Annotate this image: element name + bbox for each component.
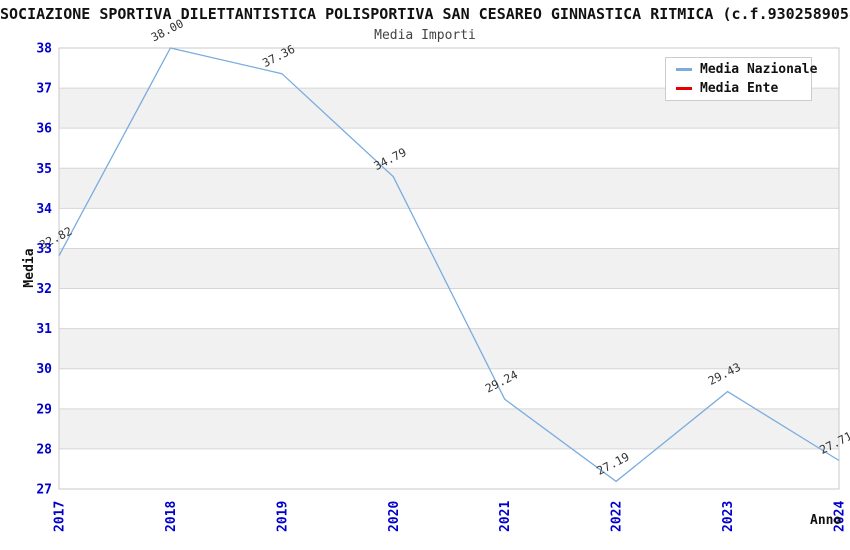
series-line: [58, 47, 840, 483]
y-tick-label: 36: [36, 122, 52, 137]
row-band: [59, 328, 839, 369]
point-label: 37.36: [260, 42, 297, 70]
x-tick-label: 2018: [164, 501, 179, 532]
x-tick-label: 2022: [610, 501, 625, 532]
x-tick-label: 2023: [721, 501, 736, 532]
y-tick-label: 35: [36, 162, 52, 177]
y-tick-label: 30: [36, 362, 52, 377]
x-tick-label: 2021: [498, 501, 513, 532]
x-tick-label: 2024: [833, 501, 848, 532]
y-tick-label: 38: [36, 42, 52, 57]
point-label: 38.00: [149, 16, 186, 44]
y-tick-label: 29: [36, 402, 52, 417]
x-tick-label: 2019: [275, 501, 290, 532]
chart-title: SOCIAZIONE SPORTIVA DILETTANTISTICA POLI…: [0, 5, 850, 23]
y-tick-label: 28: [36, 442, 52, 457]
x-tick-label: 2017: [53, 501, 68, 532]
legend-swatch-nazionale-icon: [676, 68, 692, 71]
row-band: [59, 248, 839, 289]
y-axis-title: Media: [22, 248, 37, 288]
y-tick-label: 32: [36, 282, 52, 297]
row-band: [59, 168, 839, 209]
x-tick-label: 2020: [387, 501, 402, 532]
row-band: [59, 408, 839, 449]
y-tick-label: 37: [36, 82, 52, 97]
x-axis-title: Anno: [810, 513, 842, 528]
legend-swatch-ente-icon: [676, 87, 692, 90]
legend-item-media-nazionale: Media Nazionale: [676, 62, 817, 77]
y-tick-label: 33: [36, 242, 52, 257]
legend: Media Nazionale Media Ente: [665, 57, 817, 101]
legend-item-media-ente: Media Ente: [676, 81, 811, 96]
y-tick-label: 31: [36, 322, 52, 337]
chart-subtitle: Media Importi: [374, 28, 476, 43]
plot-border: [58, 47, 840, 490]
point-label: 29.24: [483, 367, 520, 395]
y-tick-label: 27: [36, 483, 52, 498]
y-tick-label: 34: [36, 202, 52, 217]
legend-label: Media Ente: [700, 81, 779, 96]
legend-label: Media Nazionale: [700, 62, 818, 77]
